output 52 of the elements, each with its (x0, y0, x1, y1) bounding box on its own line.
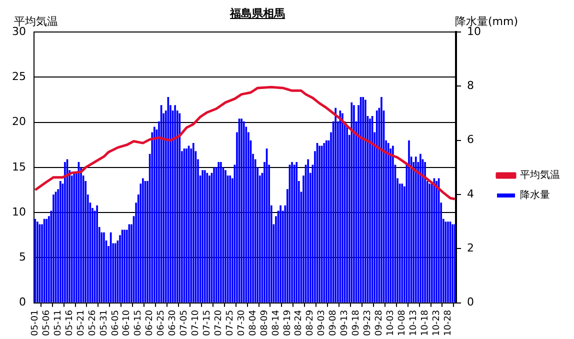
y-tick-label: 10 (12, 205, 26, 218)
x-tick-label: 09-13 (340, 310, 350, 336)
y-tick-label: 20 (12, 115, 26, 128)
x-tick-label: 10-13 (408, 310, 419, 336)
y2-tick-label: 8 (467, 79, 474, 92)
x-tick-label: 05-21 (76, 310, 86, 336)
x-tick-label: 07-15 (202, 310, 212, 336)
x-tick-label: 10-18 (420, 310, 430, 336)
chart-title: 福島県相馬 (230, 6, 285, 21)
x-tick-label: 10-08 (397, 310, 408, 336)
x-tick-label: 06-05 (110, 310, 121, 336)
x-tick-label: 07-30 (236, 310, 247, 336)
x-tick-label: 05-06 (42, 310, 52, 336)
x-tick-label: 06-10 (122, 310, 132, 336)
y-tick-label: 15 (12, 160, 26, 174)
x-tick-label: 05-11 (53, 310, 64, 336)
y-tick-label: 25 (12, 70, 26, 83)
x-tick-label: 05-31 (99, 310, 110, 336)
x-tick-label: 10-23 (432, 310, 442, 336)
x-tick-label: 05-26 (88, 310, 98, 336)
x-tick-label: 09-23 (363, 310, 374, 336)
y2-tick-label: 2 (467, 242, 474, 255)
legend-label: 降水量 (520, 189, 550, 202)
y2-tick-label: 0 (467, 296, 474, 309)
y2-tick-label: 6 (467, 133, 474, 146)
x-tick-label: 09-03 (317, 310, 328, 336)
x-tick-label: 08-29 (306, 310, 316, 336)
y2-tick-label: 4 (467, 187, 474, 200)
x-tick-label: 09-18 (352, 310, 362, 336)
x-tick-label: 08-04 (248, 310, 258, 336)
x-tick-label: 06-25 (156, 310, 167, 336)
x-tick-label: 08-24 (294, 310, 304, 336)
x-tick-label: 10-28 (443, 310, 454, 336)
y2-axis-title: 降水量(mm) (455, 14, 518, 28)
x-tick-label: 05-16 (64, 310, 75, 336)
y-tick-label: 5 (18, 250, 26, 264)
x-tick-label: 09-28 (374, 310, 385, 336)
legend-label: 平均気温 (520, 169, 560, 182)
x-tick-label: 09-08 (328, 310, 339, 336)
x-tick-label: 05-01 (30, 310, 40, 336)
x-tick-label: 06-20 (145, 310, 156, 336)
x-tick-label: 08-09 (260, 310, 270, 336)
x-tick-label: 08-19 (282, 310, 293, 336)
y-tick-label: 0 (18, 296, 26, 309)
x-tick-label: 08-14 (271, 310, 282, 336)
x-tick-label: 06-30 (168, 310, 178, 336)
x-tick-label: 07-20 (214, 310, 224, 336)
x-tick-label: 07-05 (180, 310, 190, 336)
x-tick-label: 07-10 (191, 310, 202, 336)
x-tick-label: 10-03 (386, 310, 396, 336)
x-tick-label: 06-15 (134, 310, 144, 336)
x-tick-label: 07-25 (225, 310, 236, 336)
